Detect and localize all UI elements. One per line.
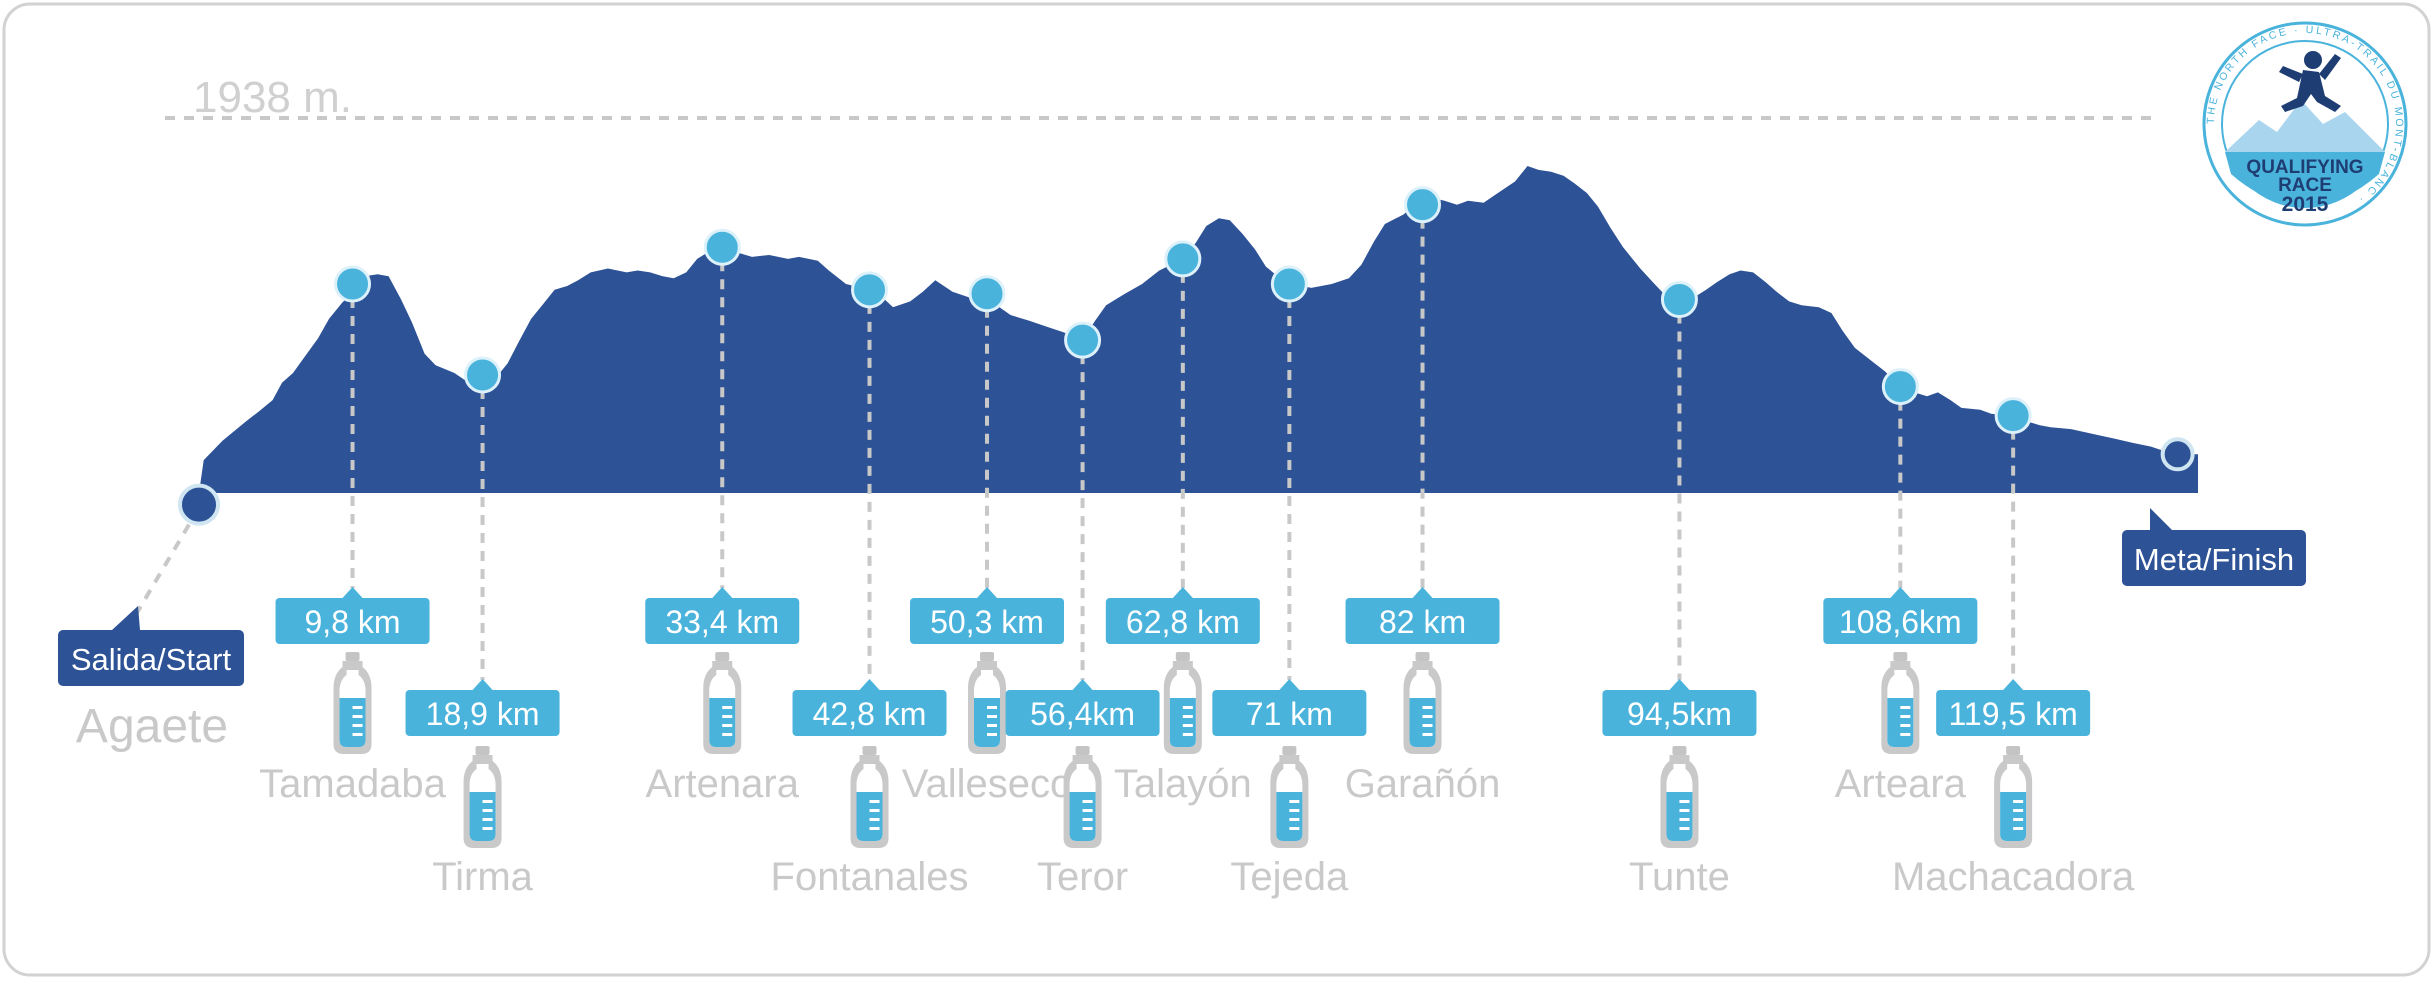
finish-box-label: Meta/Finish: [2134, 542, 2294, 577]
station-name: Machacadora: [1892, 855, 2135, 899]
station-name: Valleseco: [902, 762, 1072, 806]
aid-station: 56,4km Teror: [1005, 321, 1160, 899]
km-box: [1602, 690, 1757, 736]
aid-station: 119,5 km Machacadora: [1892, 397, 2135, 899]
station-dot: [851, 271, 889, 309]
aid-station: 82 km Garañón: [1345, 186, 1501, 806]
aid-stations: 9,8 km Tamadaba 18,9 km Tirma 33,4 km Artenar…: [259, 186, 2135, 899]
km-box: [1212, 690, 1367, 736]
station-dot: [334, 265, 372, 303]
station-name: Fontanales: [771, 855, 969, 899]
km-box-pointer: [1412, 587, 1433, 598]
km-label: 119,5 km: [1949, 696, 2078, 732]
station-dot: [703, 228, 741, 266]
start-marker: Salida/Start Agaete: [58, 483, 244, 753]
km-box: [1936, 690, 2091, 736]
aid-station: 108,6km Arteara: [1823, 368, 1978, 806]
badge-mountain-icon: [2225, 100, 2385, 152]
km-box-pointer: [1890, 587, 1911, 598]
aid-station: 94,5km Tunte: [1602, 281, 1757, 899]
aid-station: 42,8 km Fontanales: [771, 271, 969, 899]
km-box: [645, 598, 800, 644]
finish-dot: [2160, 437, 2195, 472]
km-label: 108,6km: [1839, 604, 1962, 640]
station-name: Tamadaba: [259, 762, 447, 806]
station-name: Tirma: [432, 855, 533, 899]
km-box: [1345, 598, 1500, 644]
km-box-pointer: [472, 679, 493, 690]
km-box-pointer: [977, 587, 998, 598]
station-dot: [1994, 397, 2032, 435]
km-box-pointer: [1172, 587, 1193, 598]
station-name: Artenara: [646, 762, 800, 806]
station-dot: [968, 275, 1006, 313]
km-label: 71 km: [1246, 696, 1333, 732]
km-label: 56,4km: [1030, 696, 1135, 732]
aid-station: 9,8 km Tamadaba: [259, 265, 447, 806]
km-label: 33,4 km: [665, 604, 779, 640]
badge-line1: QUALIFYING: [2246, 157, 2363, 178]
km-box-pointer: [859, 679, 880, 690]
km-box-pointer: [1669, 679, 1690, 690]
finish-marker: Meta/Finish: [2122, 437, 2306, 586]
km-box-pointer: [712, 587, 733, 598]
finish-box-pointer: [2150, 508, 2172, 530]
start-box-pointer: [112, 606, 140, 630]
start-dot: [178, 483, 220, 526]
start-town-name: Agaete: [76, 700, 228, 753]
km-box-pointer: [1279, 679, 1300, 690]
start-box-label: Salida/Start: [71, 642, 232, 677]
station-dot: [1881, 368, 1919, 406]
aid-station: 62,8 km Talayón: [1105, 240, 1260, 806]
max-elevation-label: 1938 m.: [193, 73, 352, 122]
km-label: 18,9 km: [426, 696, 540, 732]
km-box: [910, 598, 1065, 644]
km-label: 94,5km: [1627, 696, 1732, 732]
station-dot: [1164, 240, 1202, 278]
station-dot: [1660, 281, 1698, 319]
station-dot: [1064, 321, 1102, 359]
badge-line2: RACE: [2278, 175, 2332, 196]
km-box-pointer: [342, 587, 363, 598]
start-box: [58, 630, 244, 686]
station-name: Arteara: [1835, 762, 1967, 806]
km-box-pointer: [2003, 679, 2024, 690]
km-box: [1823, 598, 1978, 644]
km-label: 42,8 km: [813, 696, 927, 732]
km-label: 50,3 km: [930, 604, 1044, 640]
aid-station: 50,3 km Valleseco: [902, 275, 1072, 806]
station-name: Talayón: [1114, 762, 1252, 806]
km-label: 9,8 km: [305, 604, 401, 640]
km-box-pointer: [1072, 679, 1093, 690]
aid-station: 18,9 km Tirma: [405, 356, 560, 899]
elevation-area: [199, 166, 2198, 493]
station-dot: [464, 356, 502, 394]
km-box: [1105, 598, 1260, 644]
station-name: Tejeda: [1230, 855, 1349, 899]
aid-station: 33,4 km Artenara: [645, 228, 800, 806]
finish-box: [2122, 530, 2306, 586]
station-name: Tunte: [1629, 855, 1730, 899]
station-name: Garañón: [1345, 762, 1501, 806]
km-box: [275, 598, 430, 644]
qualifying-race-badge: THE NORTH FACE · ULTRA-TRAIL DU MONT-BLA…: [2202, 21, 2408, 227]
aid-station: 71 km Tejeda: [1212, 265, 1367, 899]
badge-line3: 2015: [2282, 193, 2329, 216]
station-name: Teror: [1037, 855, 1128, 899]
km-box: [405, 690, 560, 736]
km-box: [792, 690, 947, 736]
station-dot: [1270, 265, 1308, 303]
runner-icon: [2279, 51, 2341, 112]
km-box: [1005, 690, 1160, 736]
km-label: 62,8 km: [1126, 604, 1240, 640]
station-dot: [1404, 186, 1442, 224]
km-label: 82 km: [1379, 604, 1466, 640]
